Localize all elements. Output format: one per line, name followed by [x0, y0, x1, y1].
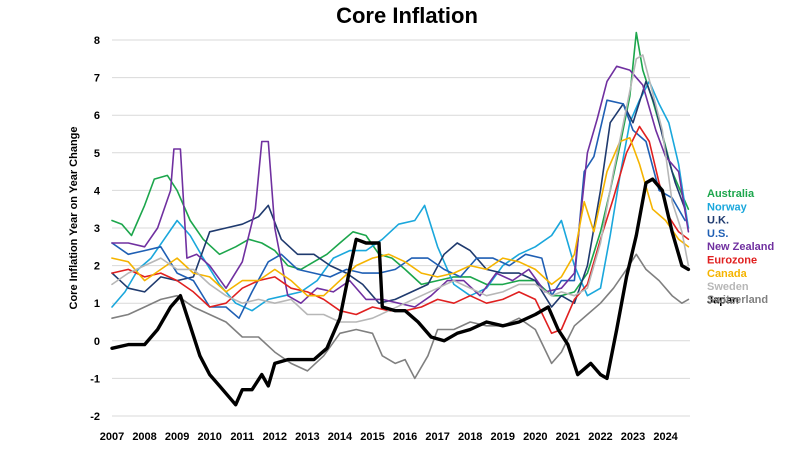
- series-lines: [110, 31, 691, 407]
- y-tick-label: -1: [90, 373, 100, 385]
- legend-entry-switzerland: Switzerland: [707, 294, 768, 306]
- x-tick-label: 2024: [653, 431, 678, 443]
- legend-entry-norway: Norway: [707, 201, 748, 213]
- series-line-sweden: [111, 54, 690, 323]
- y-tick-label: -2: [90, 411, 100, 423]
- y-axis-ticks: -2 -1 0 1 2 3 4 5 6 7 8: [90, 35, 101, 423]
- x-axis-ticks: 2007 2008 2009 2010 2011 2012 2013 2014 2015 2016…: [100, 431, 679, 443]
- x-tick-label: 2021: [556, 431, 580, 443]
- y-tick-label: 2: [94, 261, 100, 273]
- x-tick-label: 2014: [328, 431, 353, 443]
- legend-entry-australia: Australia: [707, 188, 755, 200]
- y-axis-label: Core Inflation Year on Year Change: [68, 127, 80, 310]
- legend-entry-sweden: Sweden: [707, 281, 749, 293]
- y-tick-label: 5: [94, 148, 100, 160]
- x-tick-label: 2011: [230, 431, 254, 443]
- x-tick-label: 2022: [588, 431, 612, 443]
- x-tick-label: 2016: [393, 431, 417, 443]
- y-tick-label: 8: [94, 35, 100, 47]
- legend-entry-japan: Japan: [707, 294, 739, 306]
- x-tick-label: 2013: [295, 431, 319, 443]
- x-tick-label: 2007: [100, 431, 124, 443]
- series-line-new-zealand: [111, 65, 690, 308]
- x-tick-label: 2023: [621, 431, 645, 443]
- legend-entry-new-zealand: New Zealand: [707, 241, 774, 253]
- x-tick-label: 2009: [165, 431, 189, 443]
- legend-entry-u-s: U.S.: [707, 228, 728, 240]
- series-line-australia: [111, 31, 690, 297]
- series-line-u-k: [111, 80, 686, 308]
- y-tick-label: 3: [94, 223, 100, 235]
- legend-entry-eurozone: Eurozone: [707, 255, 757, 267]
- x-tick-label: 2017: [425, 431, 449, 443]
- x-tick-label: 2015: [360, 431, 384, 443]
- series-line-canada: [111, 137, 690, 297]
- series-line-eurozone: [111, 125, 690, 335]
- y-tick-label: 7: [94, 73, 100, 85]
- x-tick-label: 2010: [197, 431, 221, 443]
- x-tick-label: 2018: [458, 431, 482, 443]
- series-line-switzerland: [111, 253, 690, 380]
- x-tick-label: 2019: [491, 431, 515, 443]
- series-line-u-s: [111, 99, 686, 319]
- x-tick-label: 2020: [523, 431, 547, 443]
- chart-title: Core Inflation: [336, 3, 478, 28]
- y-tick-label: 1: [94, 298, 100, 310]
- x-tick-label: 2008: [132, 431, 156, 443]
- legend-entry-u-k: U.K.: [707, 215, 729, 227]
- series-line-japan: [110, 177, 691, 407]
- y-tick-label: 0: [94, 336, 100, 348]
- y-tick-label: 6: [94, 110, 100, 122]
- x-tick-label: 2012: [263, 431, 287, 443]
- y-tick-label: 4: [94, 185, 101, 197]
- legend-entry-canada: Canada: [707, 268, 748, 280]
